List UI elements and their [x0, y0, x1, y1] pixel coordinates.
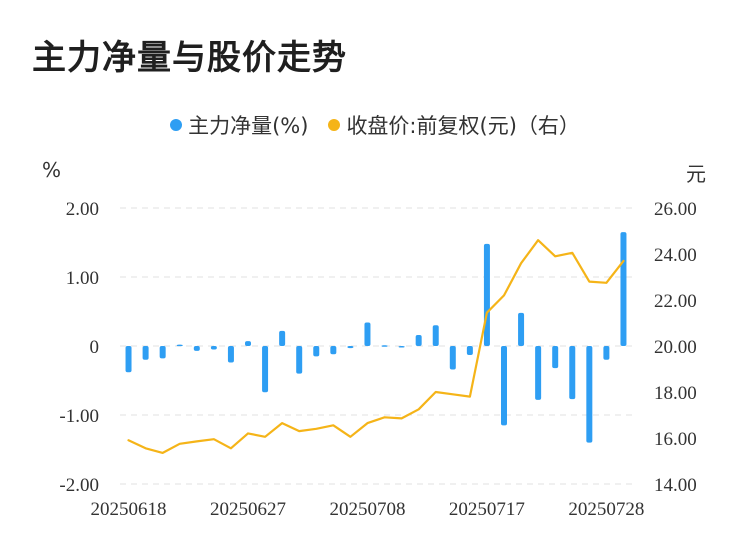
- right-axis-unit: 元: [686, 162, 706, 186]
- right-tick-label: 20.00: [654, 337, 697, 358]
- legend-label-price: 收盘价:前复权(元)（右）: [346, 114, 580, 138]
- bar-mark: [415, 334, 422, 346]
- bar-mark: [449, 346, 456, 370]
- bar-mark: [518, 312, 525, 346]
- bar-mark: [313, 346, 320, 357]
- legend-item-net[interactable]: 主力净量(%): [170, 110, 308, 140]
- bar-mark: [279, 330, 286, 346]
- grid-lines: [120, 207, 632, 485]
- right-tick-label: 26.00: [654, 199, 697, 220]
- bar-mark: [569, 346, 576, 400]
- x-tick-label: 20250717: [449, 499, 525, 520]
- bar-mark: [381, 345, 388, 347]
- x-tick-label: 20250708: [329, 499, 405, 520]
- left-axis-unit: %: [42, 158, 62, 182]
- bar-mark: [142, 346, 149, 360]
- bar-mark: [586, 346, 593, 443]
- bar-mark: [330, 346, 337, 355]
- left-tick-label: 0: [90, 337, 100, 358]
- bar-mark: [535, 346, 542, 400]
- bar-mark: [552, 346, 559, 369]
- line-series: [127, 239, 625, 454]
- legend-bar-marker-icon: [170, 119, 183, 131]
- bar-mark: [193, 346, 200, 351]
- bar-mark: [210, 346, 217, 350]
- axis-labels: 2.00 1.00 0 -1.00 -2.00 26.00 24.00 22.00 20.00 1…: [59, 199, 696, 520]
- bar-mark: [125, 346, 132, 373]
- bar-mark: [466, 346, 473, 355]
- legend-label-net: 主力净量(%): [188, 114, 309, 138]
- bar-mark: [483, 243, 490, 346]
- right-tick-label: 16.00: [654, 429, 697, 450]
- bar-mark: [176, 344, 183, 347]
- x-tick-label: 20250627: [210, 499, 286, 520]
- bar-mark: [347, 346, 354, 349]
- legend-item-price[interactable]: 收盘价:前复权(元)（右）: [328, 110, 580, 140]
- bar-mark: [364, 322, 371, 346]
- right-tick-label: 22.00: [654, 291, 697, 312]
- bar-series: [125, 232, 627, 443]
- left-tick-label: -1.00: [59, 406, 99, 427]
- bar-mark: [262, 346, 269, 393]
- bar-mark: [159, 346, 166, 359]
- right-tick-label: 24.00: [654, 245, 697, 266]
- x-tick-label: 20250618: [91, 499, 167, 520]
- right-tick-label: 14.00: [654, 475, 697, 496]
- legend: 主力净量(%) 收盘价:前复权(元)（右）: [0, 110, 750, 140]
- right-tick-label: 18.00: [654, 383, 697, 404]
- bar-mark: [398, 346, 405, 348]
- left-tick-label: 2.00: [66, 199, 99, 220]
- bar-mark: [620, 232, 627, 346]
- price-line: [127, 239, 625, 454]
- bar-mark: [245, 341, 251, 346]
- bar-mark: [432, 325, 439, 346]
- legend-line-marker-icon: [328, 119, 341, 131]
- x-tick-label: 20250728: [568, 499, 644, 520]
- left-tick-label: 1.00: [66, 268, 99, 289]
- bar-mark: [501, 346, 507, 426]
- left-tick-label: -2.00: [59, 475, 99, 496]
- bar-mark: [296, 346, 303, 374]
- bar-mark: [227, 346, 234, 363]
- chart-title: 主力净量与股价走势: [32, 38, 347, 78]
- bar-mark: [603, 346, 610, 360]
